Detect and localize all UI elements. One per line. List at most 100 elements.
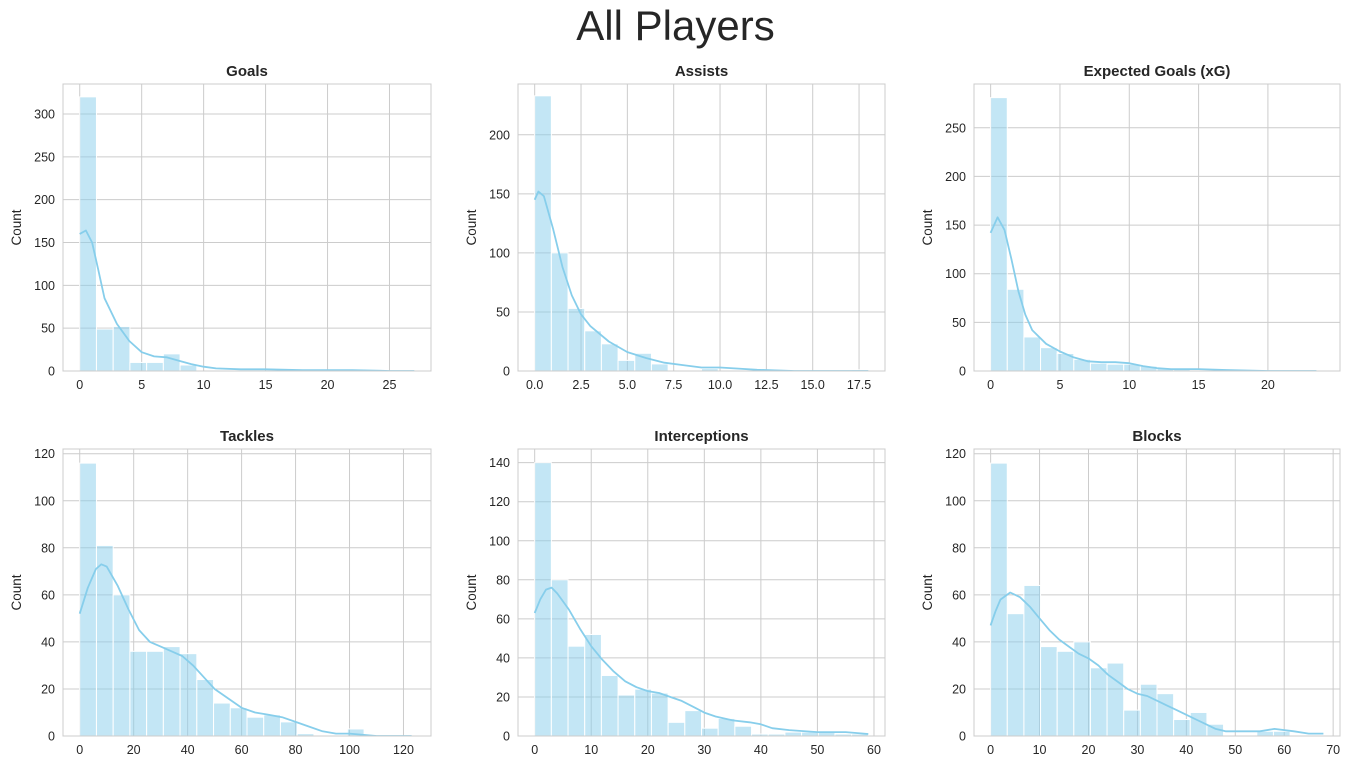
y-tick-label: 40 xyxy=(41,635,55,649)
histogram-bar xyxy=(990,462,1008,736)
x-tick-label: 15 xyxy=(259,378,273,392)
axes-frame xyxy=(517,448,886,737)
y-tick-label: 250 xyxy=(34,150,55,164)
x-tick-label: 10 xyxy=(197,378,211,392)
y-tick-label: 0 xyxy=(48,365,55,379)
y-tick-label: 300 xyxy=(34,107,55,121)
x-tick-label: 2.5 xyxy=(572,378,589,392)
y-tick-label: 120 xyxy=(489,495,510,509)
histogram-bar xyxy=(129,650,148,736)
x-tick-label: 40 xyxy=(181,743,195,757)
axes-frame xyxy=(973,83,1341,372)
bars xyxy=(990,462,1291,736)
x-tick-label: 10 xyxy=(1122,378,1136,392)
histogram-bar xyxy=(567,645,586,736)
histogram-bar xyxy=(129,361,148,371)
histogram-bar xyxy=(196,679,215,736)
histogram-bar xyxy=(112,325,131,371)
subplot-title: Assists xyxy=(675,63,728,80)
histogram-bar xyxy=(734,725,753,736)
histogram-bar xyxy=(279,721,298,736)
histogram-bar xyxy=(617,359,636,371)
x-tick-label: 15.0 xyxy=(801,378,825,392)
x-tick-label: 5 xyxy=(138,378,145,392)
bars xyxy=(79,96,415,371)
x-tick-label: 0.0 xyxy=(526,378,543,392)
y-axis-label: Count xyxy=(9,574,24,610)
y-tick-label: 50 xyxy=(496,305,510,319)
y-tick-label: 100 xyxy=(489,246,510,260)
x-tick-label: 0 xyxy=(987,743,994,757)
subplot-assists: 0.0 2.5 5.0 7.5 10.0 12.5 15.0 17.5 0 50 100 150 200… xyxy=(464,63,886,392)
histogram-bar xyxy=(567,307,586,371)
y-tick-label: 40 xyxy=(496,651,510,665)
y-tick-label: 0 xyxy=(48,730,55,744)
kde-curve xyxy=(989,591,1324,735)
subplot-title: Interceptions xyxy=(654,428,748,445)
y-tick-label: 100 xyxy=(945,267,966,281)
x-tick-label: 60 xyxy=(235,743,249,757)
histogram-bar xyxy=(1089,362,1108,371)
y-tick-label: 60 xyxy=(496,612,510,626)
histogram-bar xyxy=(534,95,552,371)
bars xyxy=(534,462,869,736)
kde-curve xyxy=(79,229,415,371)
histogram-bar xyxy=(1272,730,1291,736)
histogram-bar xyxy=(1040,347,1058,371)
x-tick-label: 40 xyxy=(754,743,768,757)
x-tick-label: 25 xyxy=(383,378,397,392)
y-tick-label: 200 xyxy=(489,128,510,142)
histogram-bar xyxy=(534,462,552,736)
y-tick-label: 150 xyxy=(489,187,510,201)
x-tick-label: 100 xyxy=(339,743,360,757)
x-tick-label: 5.0 xyxy=(619,378,636,392)
histogram-bar xyxy=(634,688,652,736)
subplot-interceptions: 0 10 20 30 40 50 60 0 20 40 60 80 100 120 140 Intercept… xyxy=(464,428,886,757)
x-tick-label: 0 xyxy=(76,743,83,757)
histogram-bar xyxy=(550,252,569,371)
histogram-bar xyxy=(784,731,803,736)
y-tick-label: 100 xyxy=(489,534,510,548)
histogram-bar xyxy=(146,650,164,736)
histogram-bar xyxy=(600,674,619,736)
y-tick-label: 120 xyxy=(34,447,55,461)
histogram-bar xyxy=(1139,683,1158,736)
histogram-bar xyxy=(246,716,265,736)
x-tick-label: 15 xyxy=(1192,378,1206,392)
y-axis-label: Count xyxy=(920,209,935,245)
x-tick-label: 20 xyxy=(127,743,141,757)
subplot-blocks: 0 10 20 30 40 50 60 70 0 20 40 60 80 100 120 Blocks Coun… xyxy=(920,428,1341,757)
axes-frame xyxy=(62,83,432,372)
subplot-title: Expected Goals (xG) xyxy=(1084,63,1231,80)
subplot-tackles: 0 20 40 60 80 100 120 0 20 40 60 80 100 120 Tackles Cou… xyxy=(9,428,432,757)
kde-curve xyxy=(533,586,869,735)
kde-curve xyxy=(533,190,869,371)
x-tick-label: 40 xyxy=(1179,743,1193,757)
x-tick-label: 10 xyxy=(1033,743,1047,757)
x-tick-label: 10.0 xyxy=(708,378,732,392)
y-tick-label: 60 xyxy=(41,588,55,602)
x-tick-label: 20 xyxy=(1082,743,1096,757)
figure-title: All Players xyxy=(576,2,775,49)
histogram-bar xyxy=(79,462,97,736)
histogram-bar xyxy=(146,361,164,371)
histogram-bar xyxy=(1106,363,1125,371)
x-tick-label: 0 xyxy=(76,378,83,392)
histogram-bar xyxy=(584,330,602,371)
y-axis-label: Count xyxy=(920,574,935,610)
histogram-bar xyxy=(229,707,248,736)
y-axis-label: Count xyxy=(464,574,479,610)
y-tick-label: 150 xyxy=(945,219,966,233)
x-tick-label: 60 xyxy=(867,743,881,757)
x-tick-label: 5 xyxy=(1056,378,1063,392)
y-axis-label: Count xyxy=(9,209,24,245)
histogram-bar xyxy=(95,328,114,371)
x-tick-label: 70 xyxy=(1326,743,1340,757)
y-tick-label: 100 xyxy=(34,279,55,293)
histogram-bar xyxy=(112,594,131,736)
y-tick-label: 80 xyxy=(952,541,966,555)
y-tick-label: 200 xyxy=(945,170,966,184)
subplot-title: Goals xyxy=(226,63,268,80)
